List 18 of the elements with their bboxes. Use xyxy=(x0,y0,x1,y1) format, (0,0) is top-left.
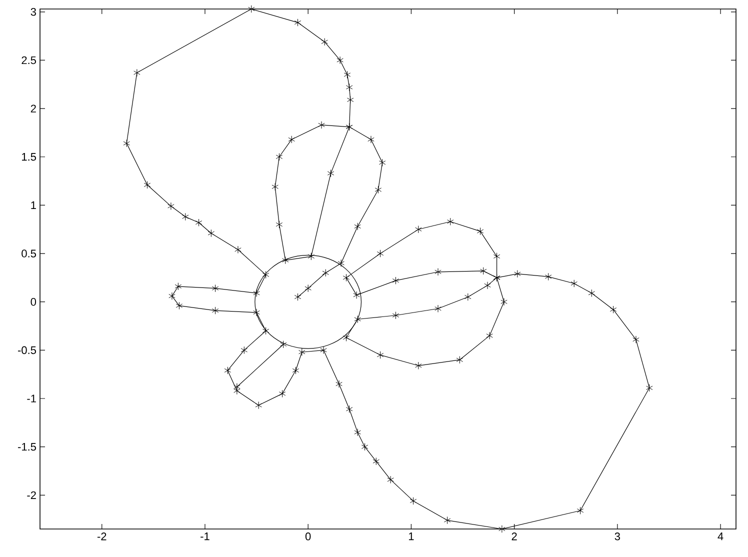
x-tick-label: -1 xyxy=(200,532,210,540)
y-tick-label: -2 xyxy=(27,491,36,499)
y-tick-label: 1.5 xyxy=(22,153,36,161)
y-tick-label: 0.5 xyxy=(22,250,36,258)
x-tick-label: -2 xyxy=(97,532,106,540)
x-tick-label: 4 xyxy=(718,532,724,540)
y-tick-label: 3 xyxy=(30,8,36,16)
y-tick-label: -1 xyxy=(27,394,36,402)
y-tick-label: -0.5 xyxy=(18,346,36,354)
x-tick-label: 1 xyxy=(408,532,414,540)
x-tick-label: 2 xyxy=(512,532,517,540)
y-tick-label: 2.5 xyxy=(22,56,36,64)
y-tick-label: -1.5 xyxy=(18,443,36,451)
x-tick-label: 0 xyxy=(305,532,311,540)
x-tick-label: 3 xyxy=(614,532,620,540)
y-tick-label: 2 xyxy=(30,104,36,112)
y-tick-label: 1 xyxy=(31,201,36,209)
y-tick-label: 0 xyxy=(30,298,36,306)
